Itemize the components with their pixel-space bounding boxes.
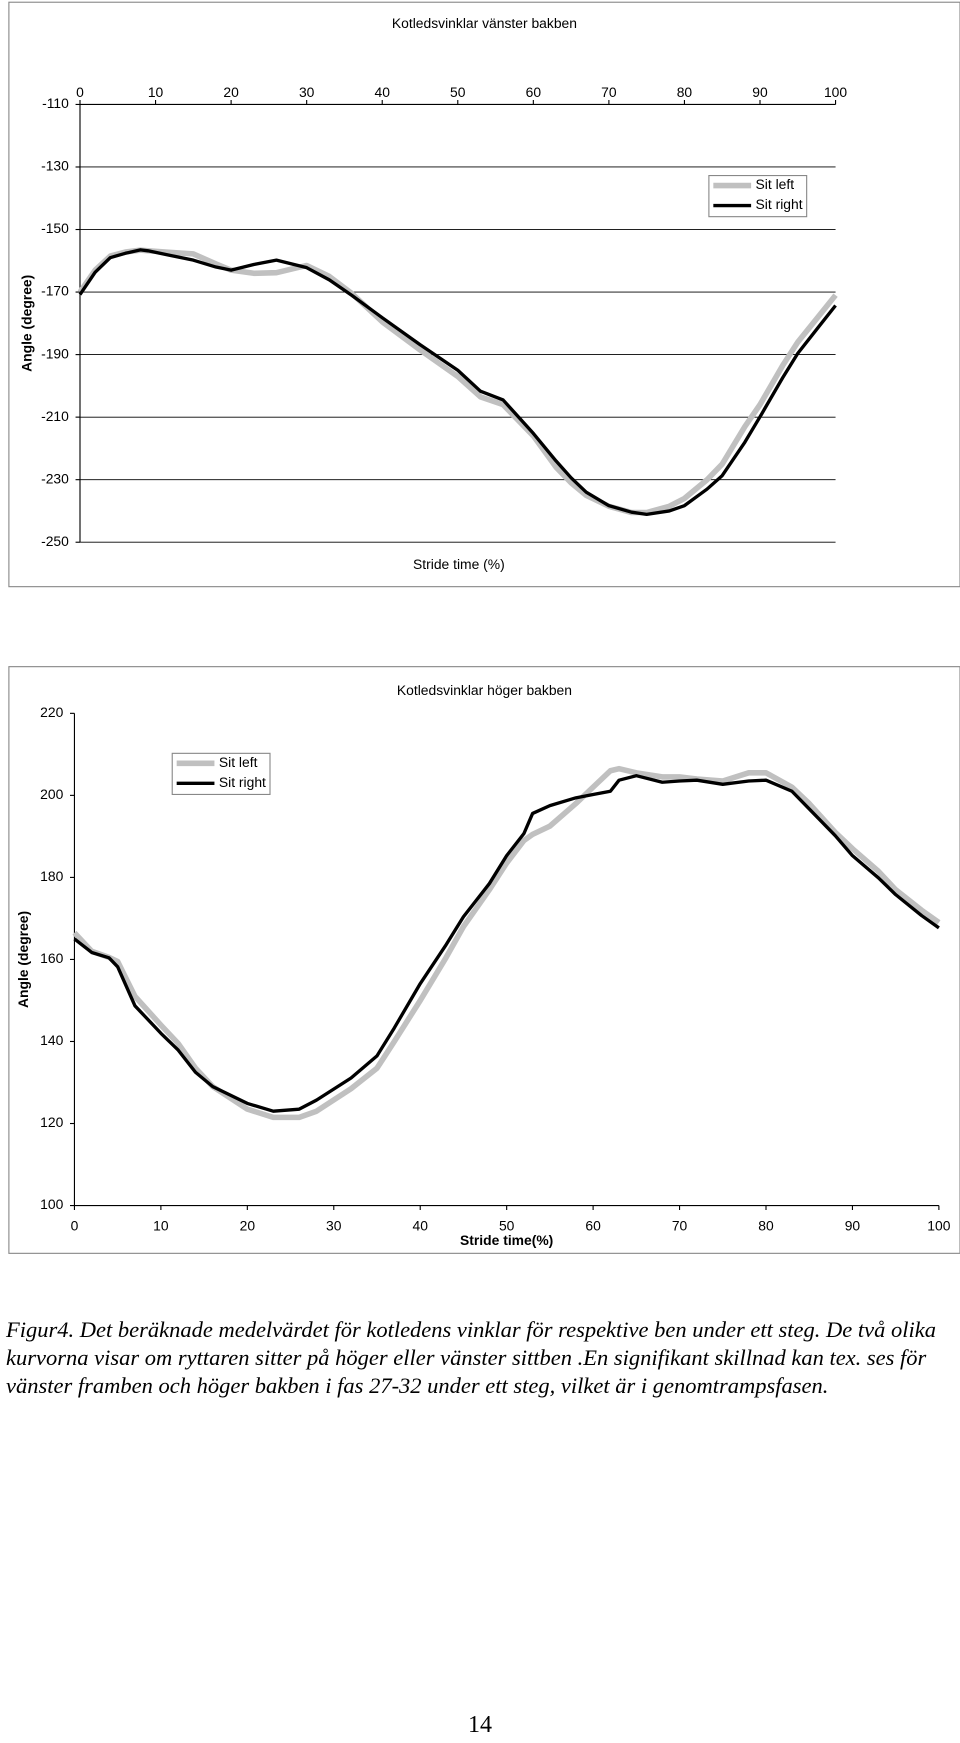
y-tick-label: 100 (40, 1196, 63, 1212)
x-tick-label: 20 (240, 1217, 256, 1233)
y-tick-label: -150 (41, 220, 69, 236)
legend-box (708, 175, 808, 218)
caption: Figur4. Det beräknade medelvärdet för ko… (6, 1317, 936, 1398)
series-line (78, 248, 837, 517)
x-tick-label: 30 (299, 84, 315, 100)
x-tick-label: 90 (845, 1217, 861, 1233)
x-tick-label: 100 (824, 84, 847, 100)
x-axis-label: Stride time(%) (460, 1232, 553, 1248)
y-tick-label: 120 (40, 1114, 63, 1130)
chart-title: Kotledsvinklar höger bakben (397, 682, 572, 698)
y-axis-label: Angle (degree) (15, 911, 31, 1008)
x-tick-label: 90 (752, 84, 768, 100)
x-tick-label: 70 (601, 84, 617, 100)
legend-label: Sit right (756, 196, 803, 212)
series-line (77, 247, 838, 516)
x-tick-label: 80 (677, 84, 693, 100)
x-tick-label: 60 (585, 1217, 601, 1233)
series-line (72, 765, 941, 1121)
x-tick-label: 0 (71, 1217, 79, 1233)
legend-label: Sit left (219, 754, 258, 770)
legend-box (171, 752, 271, 796)
x-tick-label: 50 (499, 1217, 515, 1233)
x-tick-label: 50 (450, 84, 466, 100)
y-tick-label: 180 (40, 868, 63, 884)
page-number: 14 (468, 1712, 492, 1738)
y-axis-label: Angle (degree) (18, 275, 34, 372)
x-tick-label: 40 (413, 1217, 429, 1233)
legend-label: Sit right (219, 774, 266, 790)
x-tick-label: 20 (223, 84, 239, 100)
x-tick-label: 30 (326, 1217, 342, 1233)
x-tick-label: 40 (375, 84, 391, 100)
x-tick-label: 70 (672, 1217, 688, 1233)
chart-frame (8, 666, 960, 1254)
y-tick-label: -170 (41, 283, 69, 299)
x-axis-label: Stride time (%) (413, 556, 505, 572)
y-tick-label: 200 (40, 786, 63, 802)
y-tick-label: -110 (42, 95, 69, 111)
y-tick-label: 140 (40, 1032, 63, 1048)
y-tick-label: -190 (41, 345, 69, 361)
y-tick-label: -210 (41, 408, 69, 424)
y-tick-label: -250 (41, 533, 69, 549)
x-tick-label: 10 (148, 84, 164, 100)
x-tick-label: 0 (76, 84, 84, 100)
x-tick-label: 80 (758, 1217, 774, 1233)
x-tick-label: 100 (927, 1217, 950, 1233)
x-tick-label: 60 (526, 84, 542, 100)
y-tick-label: 220 (40, 704, 63, 720)
y-tick-label: 160 (40, 950, 63, 966)
y-tick-label: -230 (41, 470, 69, 486)
x-tick-label: 10 (153, 1217, 169, 1233)
series-line (73, 774, 940, 1113)
chart-title: Kotledsvinklar vänster bakben (392, 15, 577, 31)
legend-label: Sit left (756, 176, 795, 192)
chart-frame (8, 1, 960, 588)
y-tick-label: -130 (41, 158, 69, 174)
